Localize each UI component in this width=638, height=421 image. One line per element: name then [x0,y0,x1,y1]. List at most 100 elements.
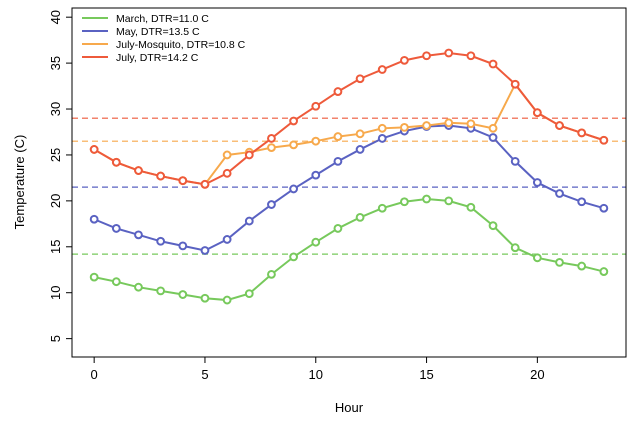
data-point [222,235,232,244]
data-point [111,157,121,167]
data-point [311,136,321,146]
x-tick-label: 0 [91,367,98,382]
data-point [377,203,387,213]
y-tick-label: 30 [48,102,63,116]
data-point [577,261,587,271]
data-point [244,150,254,160]
data-point [333,87,343,96]
data-point [333,224,343,233]
data-point [444,196,454,206]
x-tick-label: 10 [309,367,323,382]
data-point [599,267,609,276]
y-tick-label: 10 [48,285,63,299]
data-point [510,156,520,166]
data-point [599,203,609,213]
series-line-0 [93,198,605,302]
data-point [532,178,542,187]
data-point [267,143,276,153]
data-point [311,237,321,247]
data-point [488,59,498,69]
data-point [222,295,232,305]
data-point [89,145,99,154]
data-point [89,214,99,224]
data-point [555,121,564,130]
data-point [178,290,188,299]
y-tick-label: 15 [48,240,63,254]
y-tick-label: 25 [48,148,63,162]
data-point [289,116,299,126]
legend-label-2: July-Mosquito, DTR=10.8 C [116,39,246,51]
data-point [444,48,454,58]
data-point [289,252,299,262]
data-point [355,129,365,139]
data-point [377,123,387,133]
data-point [488,221,498,231]
data-point [400,197,409,207]
data-point [89,272,99,282]
data-point [532,253,542,263]
data-point [532,108,542,118]
data-point [244,289,254,299]
data-point [267,269,276,279]
data-point [178,176,188,186]
data-point [333,156,343,166]
x-axis-label: Hour [335,400,364,415]
data-point [355,145,365,154]
data-point [488,133,498,142]
data-point [422,121,431,130]
data-point [599,135,609,145]
data-point [156,171,166,181]
x-tick-label: 20 [530,367,544,382]
data-point [134,282,143,292]
legend-label-0: March, DTR=11.0 C [116,13,209,25]
data-point [466,119,476,129]
data-point [400,122,409,132]
y-tick-label: 20 [48,194,63,208]
legend-label-1: May, DTR=13.5 C [116,26,200,38]
x-tick-label: 5 [201,367,208,382]
x-tick-label: 15 [419,367,433,382]
data-point [555,189,564,198]
data-point [134,230,143,240]
y-axis-label: Temperature (C) [12,135,27,230]
data-point [422,51,431,61]
series-line-1 [93,124,605,252]
data-point [111,277,121,287]
legend-label-3: July, DTR=14.2 C [116,52,199,64]
data-point [222,150,232,160]
data-point [178,241,188,251]
data-point [311,170,321,180]
data-point [400,55,409,65]
data-point [289,140,299,150]
data-point [577,197,587,207]
data-point [466,51,476,61]
data-point [200,246,210,255]
data-point [200,179,210,189]
plot-frame [71,7,627,358]
data-point [466,202,476,212]
data-point [244,216,254,226]
y-tick-label: 5 [48,335,63,342]
data-point [377,134,387,143]
data-point [422,194,431,204]
data-point [377,65,387,74]
data-point [289,184,299,194]
data-point [134,166,143,175]
data-point [488,123,498,133]
y-tick-label: 35 [48,56,63,70]
data-point [222,168,232,178]
data-point [333,132,343,141]
data-point [311,101,321,111]
y-tick-label: 40 [48,10,63,24]
data-point [510,79,520,89]
data-point [355,74,365,84]
data-point [156,236,166,246]
data-point [200,293,210,303]
data-point [156,286,166,296]
data-point [555,258,564,267]
data-point [267,200,276,209]
data-point [510,243,520,253]
